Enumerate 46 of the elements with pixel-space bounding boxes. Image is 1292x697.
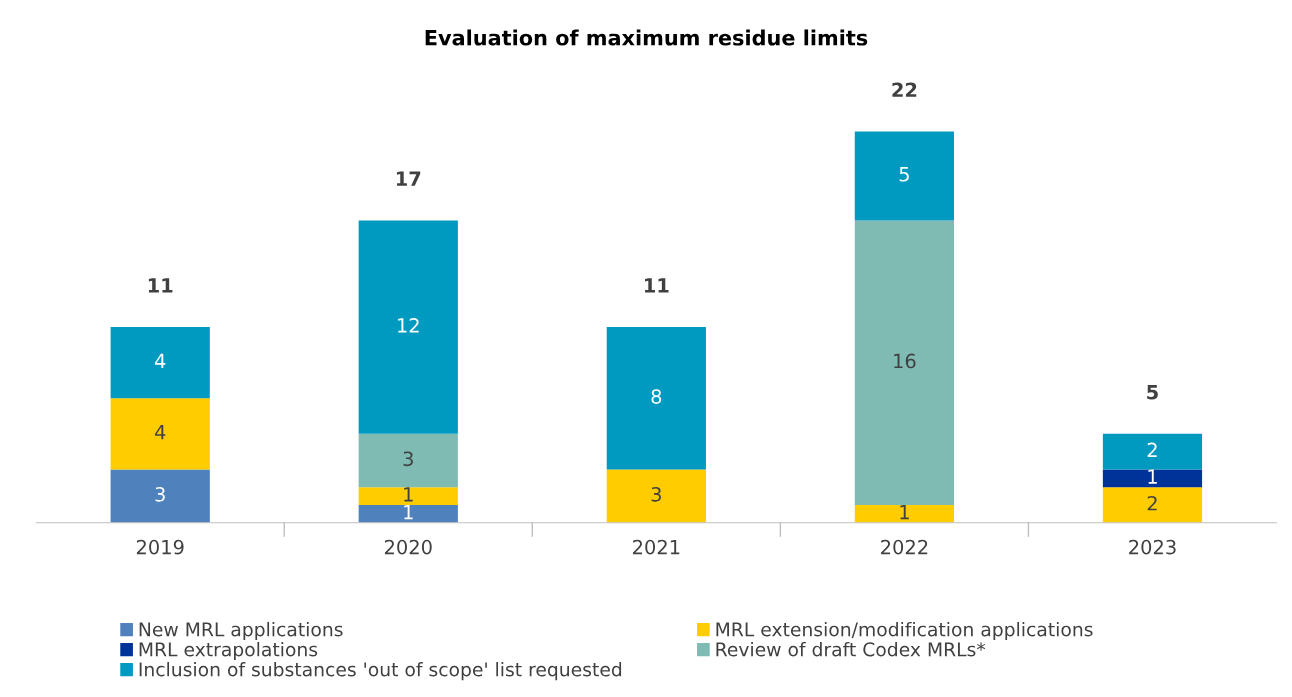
data-label: 2	[1147, 442, 1157, 457]
legend-label: MRL extrapolations	[139, 641, 318, 661]
bar	[1102, 469, 1203, 488]
total-label: 11	[645, 278, 669, 293]
total-label: 17	[396, 171, 421, 186]
data-label: 5	[899, 167, 909, 182]
data-label: 3	[403, 451, 413, 467]
data-label: 4	[154, 353, 166, 369]
bar	[606, 327, 706, 470]
bar	[358, 220, 458, 434]
x-tick-label: 2019	[136, 539, 184, 555]
bar	[1102, 433, 1203, 470]
legend-label: Inclusion of substances 'out of scope' list requested	[139, 661, 622, 681]
data-label: 3	[155, 487, 165, 502]
data-label: 12	[398, 318, 419, 333]
bar	[358, 504, 458, 523]
total-label: 5	[1147, 385, 1158, 400]
data-label: 3	[651, 487, 661, 502]
bar	[854, 220, 955, 505]
bar	[1102, 487, 1203, 523]
data-label: 4	[154, 425, 166, 440]
bar	[854, 504, 955, 523]
total-label: 22	[892, 82, 917, 97]
legend-label: MRL extension/modification applications	[716, 621, 1093, 641]
bar	[358, 433, 458, 488]
data-label: 16	[894, 353, 916, 369]
x-tick-label: 2020	[384, 539, 432, 555]
data-label: 1	[1148, 469, 1157, 484]
chart-title: Evaluation of maximum residue limits	[425, 29, 868, 46]
data-label: 1	[404, 505, 413, 520]
legend-label: New MRL applications	[139, 621, 343, 641]
x-tick-label: 2023	[1129, 539, 1176, 555]
legend-label: Review of draft Codex MRLs*	[716, 641, 986, 657]
data-label: 1	[404, 487, 413, 502]
data-label: 8	[651, 389, 662, 404]
bar	[854, 131, 955, 221]
bar	[606, 469, 706, 523]
bar	[110, 398, 210, 470]
x-tick-label: 2021	[633, 539, 680, 555]
bar	[110, 469, 210, 523]
bar	[110, 327, 210, 399]
x-tick-label: 2022	[881, 539, 928, 555]
data-label: 2	[1147, 495, 1157, 511]
data-label: 1	[900, 505, 909, 520]
bar	[358, 487, 458, 505]
total-label: 11	[148, 278, 173, 293]
